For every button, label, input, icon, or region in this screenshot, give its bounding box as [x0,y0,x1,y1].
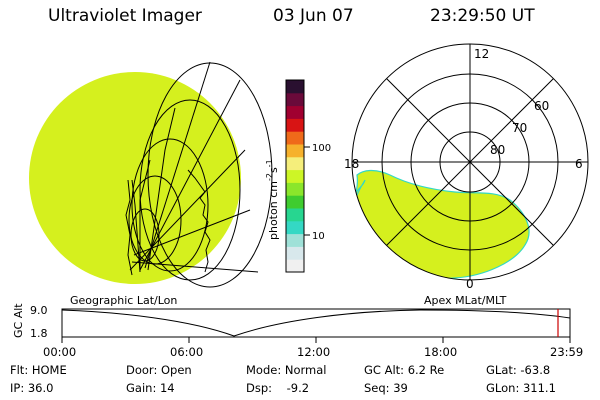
colorbar-cell [286,208,304,222]
map-grid [128,61,273,288]
colorbar-label-10: 10 [312,231,325,242]
coastline [187,169,211,273]
aurora-oval [352,169,530,279]
mlt-label-12: 12 [474,47,489,61]
status-ip: IP: 36.0 [10,381,54,395]
geographic-image [29,61,273,288]
status-gain: Gain: 14 [126,381,175,395]
altitude-ymax-label: 9.0 [30,304,48,317]
colorbar-cell [286,118,304,132]
colorbar-cell [286,131,304,145]
mlt-label-18: 18 [344,157,359,171]
colorbar-unit: photon cm-2s-1 [265,159,280,240]
colorbar-cell [286,182,304,196]
colorbar-cell [286,169,304,183]
instrument-title: Ultraviolet Imager [48,6,202,26]
altitude-curve [61,309,571,337]
geographic-caption: Geographic Lat/Lon [70,294,178,307]
colorbar: 100 10 photon cm-2s-1 [265,79,331,273]
time-tick-1200: 12:00 [297,345,330,359]
colorbar-cell [286,233,304,247]
altitude-plot: GC Alt 9.0 1.8 00:00 06:00 12:00 18:00 2… [12,303,583,359]
mlt-label-0: 0 [466,277,474,290]
colorbar-cell [286,92,304,107]
status-mode: Mode: Normal [246,363,327,377]
altitude-frame [61,308,571,338]
time-label: 23:29:50 UT [430,6,535,26]
colorbar-cell [286,259,304,273]
status-seq: Seq: 39 [364,381,408,395]
colorbar-cell [286,144,304,158]
mlat-label-70: 70 [512,121,527,135]
polar-grid [351,43,589,281]
status-glat: GLat: -63.8 [486,363,551,377]
status-door: Door: Open [126,363,192,377]
mlt-label-6: 6 [575,157,583,171]
colorbar-cell [286,80,304,94]
time-tick-1800: 18:00 [424,345,457,359]
colorbar-cell [286,246,304,260]
colorbar-cell [286,105,304,119]
status-flt: Flt: HOME [10,363,67,377]
colorbar-label-100: 100 [312,143,331,154]
time-tick-0600: 06:00 [170,345,203,359]
status-glon: GLon: 311.1 [486,381,556,395]
polar-plot: 12 18 6 0 60 70 80 [344,43,589,290]
status-gc-alt: GC Alt: 6.2 Re [364,363,445,377]
altitude-axis-label: GC Alt [12,303,25,338]
time-tick-2359: 23:59 [550,345,583,359]
mlat-label-80: 80 [490,143,505,157]
altitude-ticks [61,337,571,343]
coastline-2 [125,179,133,276]
colorbar-frame [285,79,305,273]
apex-caption: Apex MLat/MLT [424,294,507,307]
mlat-label-60: 60 [534,99,549,113]
status-dsp: Dsp: -9.2 [246,381,310,395]
time-tick-0000: 00:00 [43,345,76,359]
colorbar-cell [286,220,304,235]
date-label: 03 Jun 07 [273,6,354,26]
altitude-ymin-label: 1.8 [30,327,48,340]
colorbar-cell [286,195,304,209]
colorbar-cell [286,156,304,171]
colorbar-cells [286,80,304,273]
